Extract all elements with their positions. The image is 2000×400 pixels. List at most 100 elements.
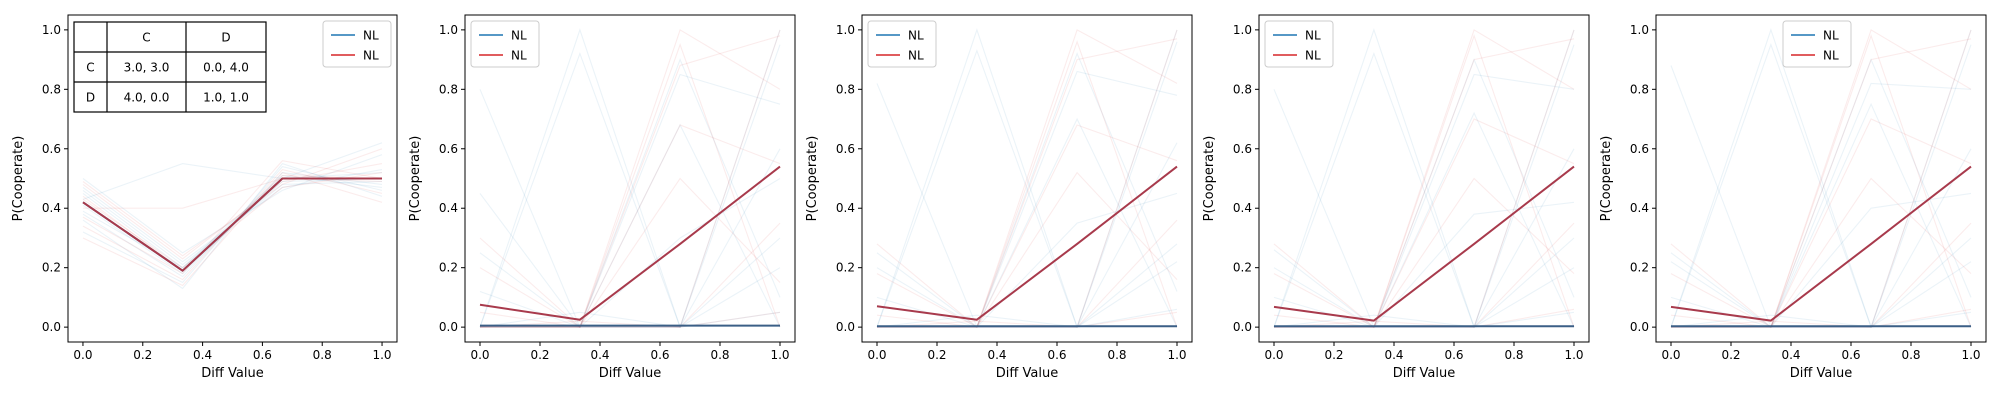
background-run-red	[876, 219, 1178, 328]
x-tick-label: 0.8	[1901, 348, 1920, 362]
background-run-blue	[877, 192, 1178, 328]
y-tick-label: 1.0	[439, 23, 458, 37]
payoff-table-cell: D	[221, 31, 230, 45]
y-tick-label: 0.8	[836, 82, 855, 96]
x-tick-label: 0.6	[1444, 348, 1463, 362]
background-run-red	[479, 35, 781, 328]
background-run-blue	[1273, 148, 1575, 328]
y-tick-label: 0.8	[1630, 82, 1649, 96]
background-run-red	[82, 172, 383, 269]
y-tick-label: 0.2	[1630, 261, 1649, 275]
background-run-red	[479, 222, 781, 328]
background-run-red	[479, 29, 781, 328]
y-tick-label: 0.6	[1233, 142, 1252, 156]
axes-frame	[1655, 14, 1987, 343]
y-tick-label: 0.0	[836, 320, 855, 334]
y-axis-label: P(Cooperate)	[11, 136, 26, 222]
series-line-2	[479, 165, 781, 321]
y-tick-label: 1.0	[836, 23, 855, 37]
background-runs	[479, 28, 781, 329]
payoff-table: C D C 3.0, 3.0 0.0, 4.0 D 4.0, 0.0 1.0, 1.0	[73, 21, 267, 113]
y-tick-label: 0.2	[42, 261, 61, 275]
x-tick-label: 0.6	[1841, 348, 1860, 362]
x-tick-label: 0.4	[590, 348, 609, 362]
x-tick-label: 1.0	[1961, 348, 1980, 362]
legend-label-1: NL	[1305, 29, 1321, 43]
x-tick-label: 0.2	[133, 348, 152, 362]
legend: NL NL	[1782, 20, 1852, 68]
legend-label-1: NL	[908, 29, 924, 43]
y-tick-label: 0.0	[1630, 320, 1649, 334]
background-run-blue	[479, 58, 781, 328]
x-tick-label: 0.2	[1721, 348, 1740, 362]
background-run-blue	[1671, 102, 1972, 328]
x-axis-label: Diff Value	[201, 366, 263, 381]
x-tick-label: 0.0	[867, 348, 886, 362]
payoff-table-cell: 3.0, 3.0	[124, 61, 170, 75]
y-axis-label: P(Cooperate)	[408, 136, 423, 222]
y-tick-label: 0.8	[1233, 82, 1252, 96]
x-tick-label: 0.0	[73, 348, 92, 362]
legend-label-2: NL	[908, 49, 924, 63]
background-run-blue	[479, 44, 781, 328]
background-run-blue	[876, 52, 1178, 328]
x-tick-label: 0.8	[710, 348, 729, 362]
axes-frame	[67, 14, 398, 343]
legend-label-2: NL	[1823, 49, 1839, 63]
background-run-blue	[1273, 58, 1575, 328]
x-tick-label: 0.6	[650, 348, 669, 362]
background-run-red	[1274, 118, 1575, 328]
background-run-red	[480, 43, 781, 328]
payoff-table-cell: C	[86, 61, 94, 75]
x-tick-label: 0.2	[530, 348, 549, 362]
legend: NL NL	[322, 20, 392, 68]
x-axis-label: Diff Value	[1790, 366, 1852, 381]
y-axis-label: P(Cooperate)	[1599, 136, 1614, 222]
chart-panel-3: 0.0 0.2 0.4 0.6 0.8 1.0 0.0 0.2 0.4 0.6 0.8 1.0 Diff…	[805, 14, 1193, 381]
x-tick-label: 0.4	[987, 348, 1006, 362]
background-run-red	[1670, 38, 1972, 328]
background-run-blue	[82, 142, 383, 275]
background-run-red	[1273, 38, 1575, 328]
x-axis-label: Diff Value	[599, 366, 661, 381]
background-run-blue	[1671, 192, 1972, 328]
background-run-red	[82, 174, 383, 272]
axes-frame	[1258, 14, 1590, 343]
background-run-red	[83, 177, 383, 209]
background-run-blue	[1670, 261, 1972, 328]
background-run-red	[1670, 222, 1972, 328]
background-run-blue	[479, 148, 781, 328]
y-tick-label: 0.4	[42, 201, 61, 215]
y-tick-label: 0.6	[42, 142, 61, 156]
series-line-2	[1670, 165, 1972, 322]
legend-label-1: NL	[363, 29, 379, 43]
x-tick-label: 0.0	[1661, 348, 1680, 362]
chart-panel-4: 0.0 0.2 0.4 0.6 0.8 1.0 0.0 0.2 0.4 0.6 0.8 1.0 Diff…	[1202, 14, 1590, 381]
chart-panel-2: 0.0 0.2 0.4 0.6 0.8 1.0 0.0 0.2 0.4 0.6 0.8 1.0 Diff…	[408, 14, 796, 381]
y-axis-label: P(Cooperate)	[805, 136, 820, 222]
payoff-table-cell: 4.0, 0.0	[124, 91, 170, 105]
axes-frame	[861, 14, 1193, 343]
y-tick-label: 0.4	[439, 201, 458, 215]
y-tick-label: 0.6	[1630, 142, 1649, 156]
background-run-blue	[876, 49, 1178, 328]
x-tick-label: 1.0	[1564, 348, 1583, 362]
series-line-2	[82, 177, 382, 272]
background-run-blue	[479, 267, 781, 328]
legend-label-2: NL	[1305, 49, 1321, 63]
legend-label-2: NL	[511, 49, 527, 63]
y-tick-label: 1.0	[1630, 23, 1649, 37]
background-run-blue	[479, 28, 781, 329]
chart-panel-1: 0.0 0.2 0.4 0.6 0.8 1.0 0.0 0.2 0.4 0.6 0.8 1.0 Diff…	[11, 14, 398, 381]
y-tick-label: 0.6	[439, 142, 458, 156]
background-run-red	[82, 171, 383, 287]
legend-box	[470, 20, 540, 68]
y-tick-label: 0.8	[439, 82, 458, 96]
background-runs	[82, 142, 383, 290]
x-tick-label: 0.0	[1264, 348, 1283, 362]
x-axis-label: Diff Value	[1393, 366, 1455, 381]
y-tick-label: 0.0	[439, 320, 458, 334]
background-run-red	[480, 29, 781, 328]
background-run-blue	[82, 174, 383, 269]
